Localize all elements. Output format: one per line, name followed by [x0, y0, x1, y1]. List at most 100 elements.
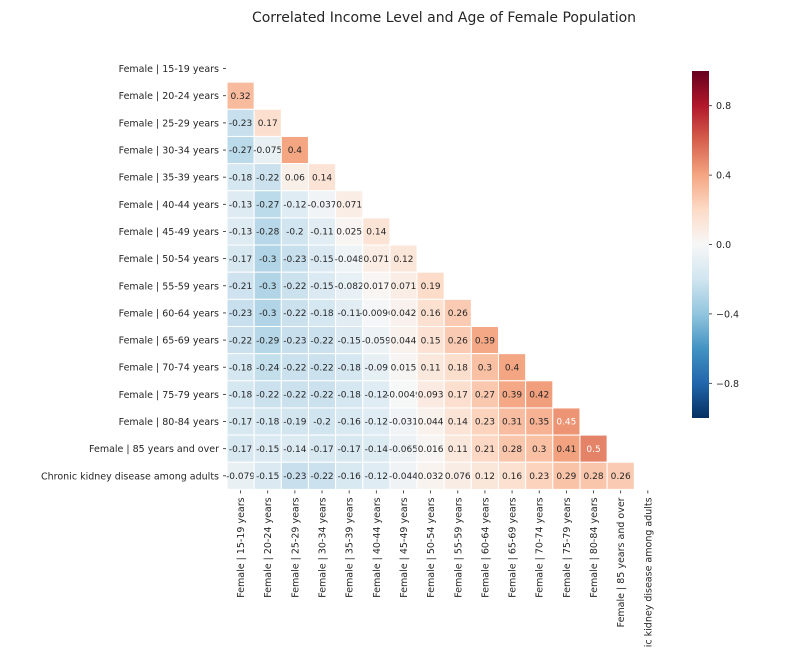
heatmap-cell — [525, 380, 554, 409]
cell-value-label: 0.45 — [556, 418, 576, 428]
cell-value-label: 0.044 — [418, 418, 444, 428]
heatmap-cell — [307, 353, 337, 382]
y-tick-label: Female | 15-19 years — [119, 64, 219, 75]
heatmap-cell — [416, 326, 445, 355]
cell-value-label: 0.39 — [502, 391, 522, 401]
y-tick-label: Female | 40-44 years — [119, 200, 219, 211]
heatmap-cell — [253, 135, 282, 165]
x-tick-label: Female | 85 years and over — [616, 497, 627, 627]
x-tick-label: Female | 20-24 years — [263, 497, 274, 597]
cell-value-label: 0.093 — [418, 391, 444, 401]
x-tick-label: Female | 30-34 years — [318, 497, 329, 597]
cell-value-label: 0.23 — [529, 472, 549, 482]
cell-value-label: 0.16 — [502, 472, 522, 482]
heatmap-cells: 0.32-0.23 0.17-0.27 -0.075 0.4-0.18 -0.22 0.0… — [226, 81, 635, 490]
colorbar-tick-label: 0.0 — [716, 240, 731, 251]
heatmap-cell — [389, 326, 418, 355]
cell-value-label: -0.23 — [283, 472, 306, 482]
cell-value-label: 0.025 — [336, 228, 362, 238]
cell-value-label: 0.32 — [231, 92, 251, 102]
cell-value-label: 0.31 — [502, 418, 522, 428]
cell-value-label: 0.071 — [336, 201, 362, 211]
heatmap-cell — [226, 217, 255, 246]
heatmap-cell — [253, 434, 282, 463]
cell-value-label: -0.18 — [229, 173, 253, 183]
cell-value-label: -0.28 — [256, 228, 280, 238]
colorbar: 0.8 0.4 0.0 −0.4 −0.8 — [692, 71, 739, 418]
colorbar-tick-label: 0.8 — [716, 101, 731, 112]
heatmap-cell — [362, 326, 391, 355]
heatmap-cell — [335, 353, 364, 382]
x-tick-label: Female | 70-74 years — [535, 497, 546, 597]
cell-value-label: 0.071 — [363, 255, 389, 265]
cell-value-label: -0.15 — [310, 255, 333, 265]
cell-value-label: 0.26 — [611, 472, 631, 482]
heatmap-cell — [443, 380, 472, 409]
y-tick-label: Female | 30-34 years — [119, 146, 219, 157]
cell-value-label: 0.14 — [366, 228, 386, 238]
cell-value-label: -0.12 — [365, 472, 388, 482]
y-tick-label: Female | 25-29 years — [119, 118, 219, 129]
y-tick-label: Female | 20-24 years — [119, 91, 219, 102]
heatmap-cell — [307, 190, 337, 219]
heatmap-cell — [362, 434, 391, 463]
cell-value-label: -0.079 — [226, 472, 255, 482]
cell-value-label: 0.06 — [285, 173, 305, 183]
heatmap-cell — [253, 353, 282, 382]
heatmap-cell — [226, 461, 255, 490]
heatmap-cell — [307, 434, 337, 463]
heatmap-cell — [498, 407, 527, 436]
cell-value-label: -0.15 — [256, 472, 279, 482]
y-tick-label: Female | 50-54 years — [119, 254, 219, 265]
cell-value-label: 0.12 — [393, 255, 413, 265]
cell-value-label: -0.22 — [310, 391, 333, 401]
x-axis-labels: Female | 15-19 years Female | 20-24 years… — [236, 490, 654, 648]
cell-value-label: 0.26 — [448, 336, 468, 346]
cell-value-label: -0.17 — [338, 445, 361, 455]
cell-value-label: -0.23 — [229, 119, 252, 129]
heatmap-cell — [335, 298, 364, 328]
cell-value-label: 0.3 — [478, 363, 492, 373]
cell-value-label: 0.12 — [475, 472, 495, 482]
cell-value-label: -0.22 — [310, 472, 333, 482]
heatmap-cell — [362, 353, 391, 382]
heatmap-cell — [226, 190, 255, 219]
cell-value-label: 0.016 — [418, 445, 444, 455]
cell-value-label: 0.015 — [391, 363, 417, 373]
cell-value-label: -0.22 — [229, 336, 252, 346]
cell-value-label: 0.18 — [448, 363, 468, 373]
y-tick-label: Female | 45-49 years — [119, 227, 219, 238]
cell-value-label: -0.044 — [389, 472, 418, 482]
y-tick-label: Female | 55-59 years — [119, 281, 219, 292]
x-tick-label: Female | 15-19 years — [236, 497, 247, 597]
heatmap-cell — [280, 163, 309, 192]
cell-value-label: -0.3 — [259, 309, 277, 319]
x-tick-label: Female | 45-49 years — [399, 497, 410, 597]
heatmap-cell — [226, 163, 255, 192]
cell-value-label: -0.27 — [256, 201, 279, 211]
cell-value-label: -0.22 — [283, 363, 306, 373]
cell-value-label: 0.17 — [448, 391, 468, 401]
x-tick-label: Female | 75-79 years — [562, 497, 573, 597]
heatmap-cell — [226, 244, 255, 273]
heatmap-cell — [416, 271, 445, 300]
cell-value-label: -0.14 — [283, 445, 307, 455]
heatmap-cell — [470, 326, 500, 355]
heatmap-cell — [307, 298, 337, 328]
y-tick-label: Female | 85 years and over — [89, 444, 219, 455]
cell-value-label: 0.21 — [475, 445, 495, 455]
heatmap-cell — [253, 461, 282, 490]
heatmap-cell — [307, 407, 337, 436]
cell-value-label: 0.3 — [532, 445, 546, 455]
heatmap-cell — [362, 407, 391, 436]
y-tick-label: Female | 70-74 years — [119, 363, 219, 374]
cell-value-label: -0.037 — [308, 201, 337, 211]
cell-value-label: -0.16 — [338, 472, 362, 482]
cell-value-label: -0.15 — [256, 445, 279, 455]
heatmap-cell — [307, 163, 337, 192]
cell-value-label: -0.18 — [338, 391, 362, 401]
x-tick-label: Chronic kidney disease among adults — [643, 497, 654, 648]
cell-value-label: -0.11 — [338, 309, 361, 319]
y-tick-label: Female | 75-79 years — [119, 390, 219, 401]
x-tick-label: Female | 80-84 years — [589, 497, 600, 597]
